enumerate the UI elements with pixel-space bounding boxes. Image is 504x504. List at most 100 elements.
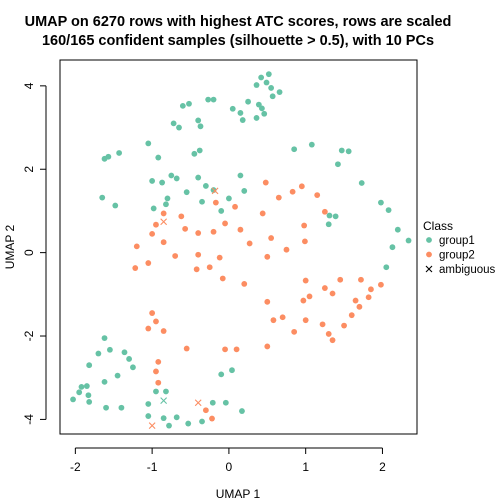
point-group2 (268, 235, 275, 241)
point-group1 (222, 399, 229, 406)
plot-frame (59, 59, 418, 435)
point-group1 (150, 205, 157, 212)
point-group2 (358, 276, 364, 283)
x-tick-label: 0 (226, 460, 233, 474)
point-group1 (218, 208, 225, 214)
point-group1 (308, 141, 315, 148)
legend-marker-ambiguous (425, 265, 433, 273)
point-group1 (105, 153, 112, 160)
point-group2 (348, 312, 355, 319)
point-group1 (229, 105, 236, 112)
point-group2 (300, 297, 307, 304)
y-tick-label: -4 (22, 414, 36, 425)
point-group2 (193, 266, 200, 273)
point-group2 (216, 254, 223, 261)
y-axis-title: UMAP 2 (3, 224, 17, 269)
point-group1 (199, 198, 205, 205)
legend-label-ambiguous: ambiguous (439, 264, 496, 276)
point-group2 (378, 281, 384, 288)
point-group1 (258, 74, 265, 81)
point-group1 (202, 183, 209, 189)
legend: Class group1 group2 ambiguous (423, 219, 496, 276)
point-group2 (329, 290, 336, 297)
point-ambiguous (194, 399, 202, 407)
point-group1 (114, 372, 121, 379)
point-group2 (289, 188, 296, 195)
point-group2 (232, 203, 238, 210)
point-group2 (321, 285, 328, 291)
point-ambiguous (148, 422, 156, 430)
point-group2 (337, 276, 344, 283)
point-group2 (264, 343, 271, 350)
point-group1 (103, 404, 109, 411)
point-group1 (345, 148, 352, 155)
point-group2 (222, 346, 228, 353)
legend-label-group2: group2 (439, 250, 475, 262)
point-group1 (159, 179, 166, 186)
legend-item-group2: group2 (426, 250, 475, 262)
point-group2 (306, 293, 313, 300)
point-group2 (264, 253, 271, 260)
point-group1 (237, 110, 244, 116)
point-group2 (302, 317, 309, 324)
point-group2 (133, 243, 140, 250)
point-group1 (118, 404, 125, 411)
point-group1 (326, 212, 333, 219)
point-group1 (155, 154, 162, 161)
legend-marker-group1 (426, 237, 432, 243)
point-group2 (365, 294, 372, 301)
point-group1 (358, 180, 365, 186)
point-group2 (212, 199, 219, 206)
point-group2 (153, 368, 159, 375)
point-group1 (83, 383, 90, 389)
point-group2 (178, 213, 185, 220)
point-group2 (155, 379, 162, 386)
point-group1 (239, 408, 245, 414)
point-group1 (130, 364, 136, 371)
point-group2 (183, 345, 190, 352)
point-group1 (99, 194, 106, 201)
point-group1 (196, 147, 203, 154)
point-group1 (163, 201, 169, 208)
point-group1 (70, 396, 76, 403)
point-group1 (325, 221, 332, 228)
point-group1 (245, 98, 251, 105)
point-group1 (265, 71, 272, 78)
point-group2 (352, 297, 359, 304)
point-group1 (153, 388, 159, 395)
y-tick-label: 4 (22, 82, 36, 89)
point-group2 (155, 358, 162, 365)
point-group2 (246, 240, 253, 247)
point-group1 (253, 115, 260, 121)
point-group1 (186, 100, 192, 107)
point-group1 (145, 140, 152, 147)
y-axis: -4 -2 0 2 4 (22, 82, 47, 425)
point-group1 (263, 79, 270, 86)
point-group1 (383, 264, 390, 271)
point-group2 (319, 321, 326, 328)
point-group2 (149, 310, 156, 316)
point-group1 (86, 362, 93, 369)
point-group1 (199, 418, 205, 425)
point-group1 (107, 346, 113, 353)
point-group2 (219, 275, 226, 282)
point-group2 (172, 253, 179, 259)
point-group1 (116, 150, 123, 156)
point-group1 (121, 349, 128, 356)
point-group1 (378, 199, 384, 206)
point-group2 (241, 280, 248, 287)
point-group1 (112, 202, 119, 209)
point-group1 (197, 123, 204, 130)
point-group1 (332, 213, 339, 220)
point-group1 (101, 378, 108, 385)
y-tick-label: 0 (22, 249, 36, 256)
legend-item-ambiguous: ambiguous (425, 264, 496, 276)
point-ambiguous (211, 187, 219, 195)
point-group1 (145, 413, 152, 419)
point-group1 (191, 150, 198, 157)
point-group2 (264, 298, 271, 305)
point-group2 (222, 220, 228, 227)
point-group1 (164, 195, 171, 202)
point-group1 (166, 422, 172, 429)
